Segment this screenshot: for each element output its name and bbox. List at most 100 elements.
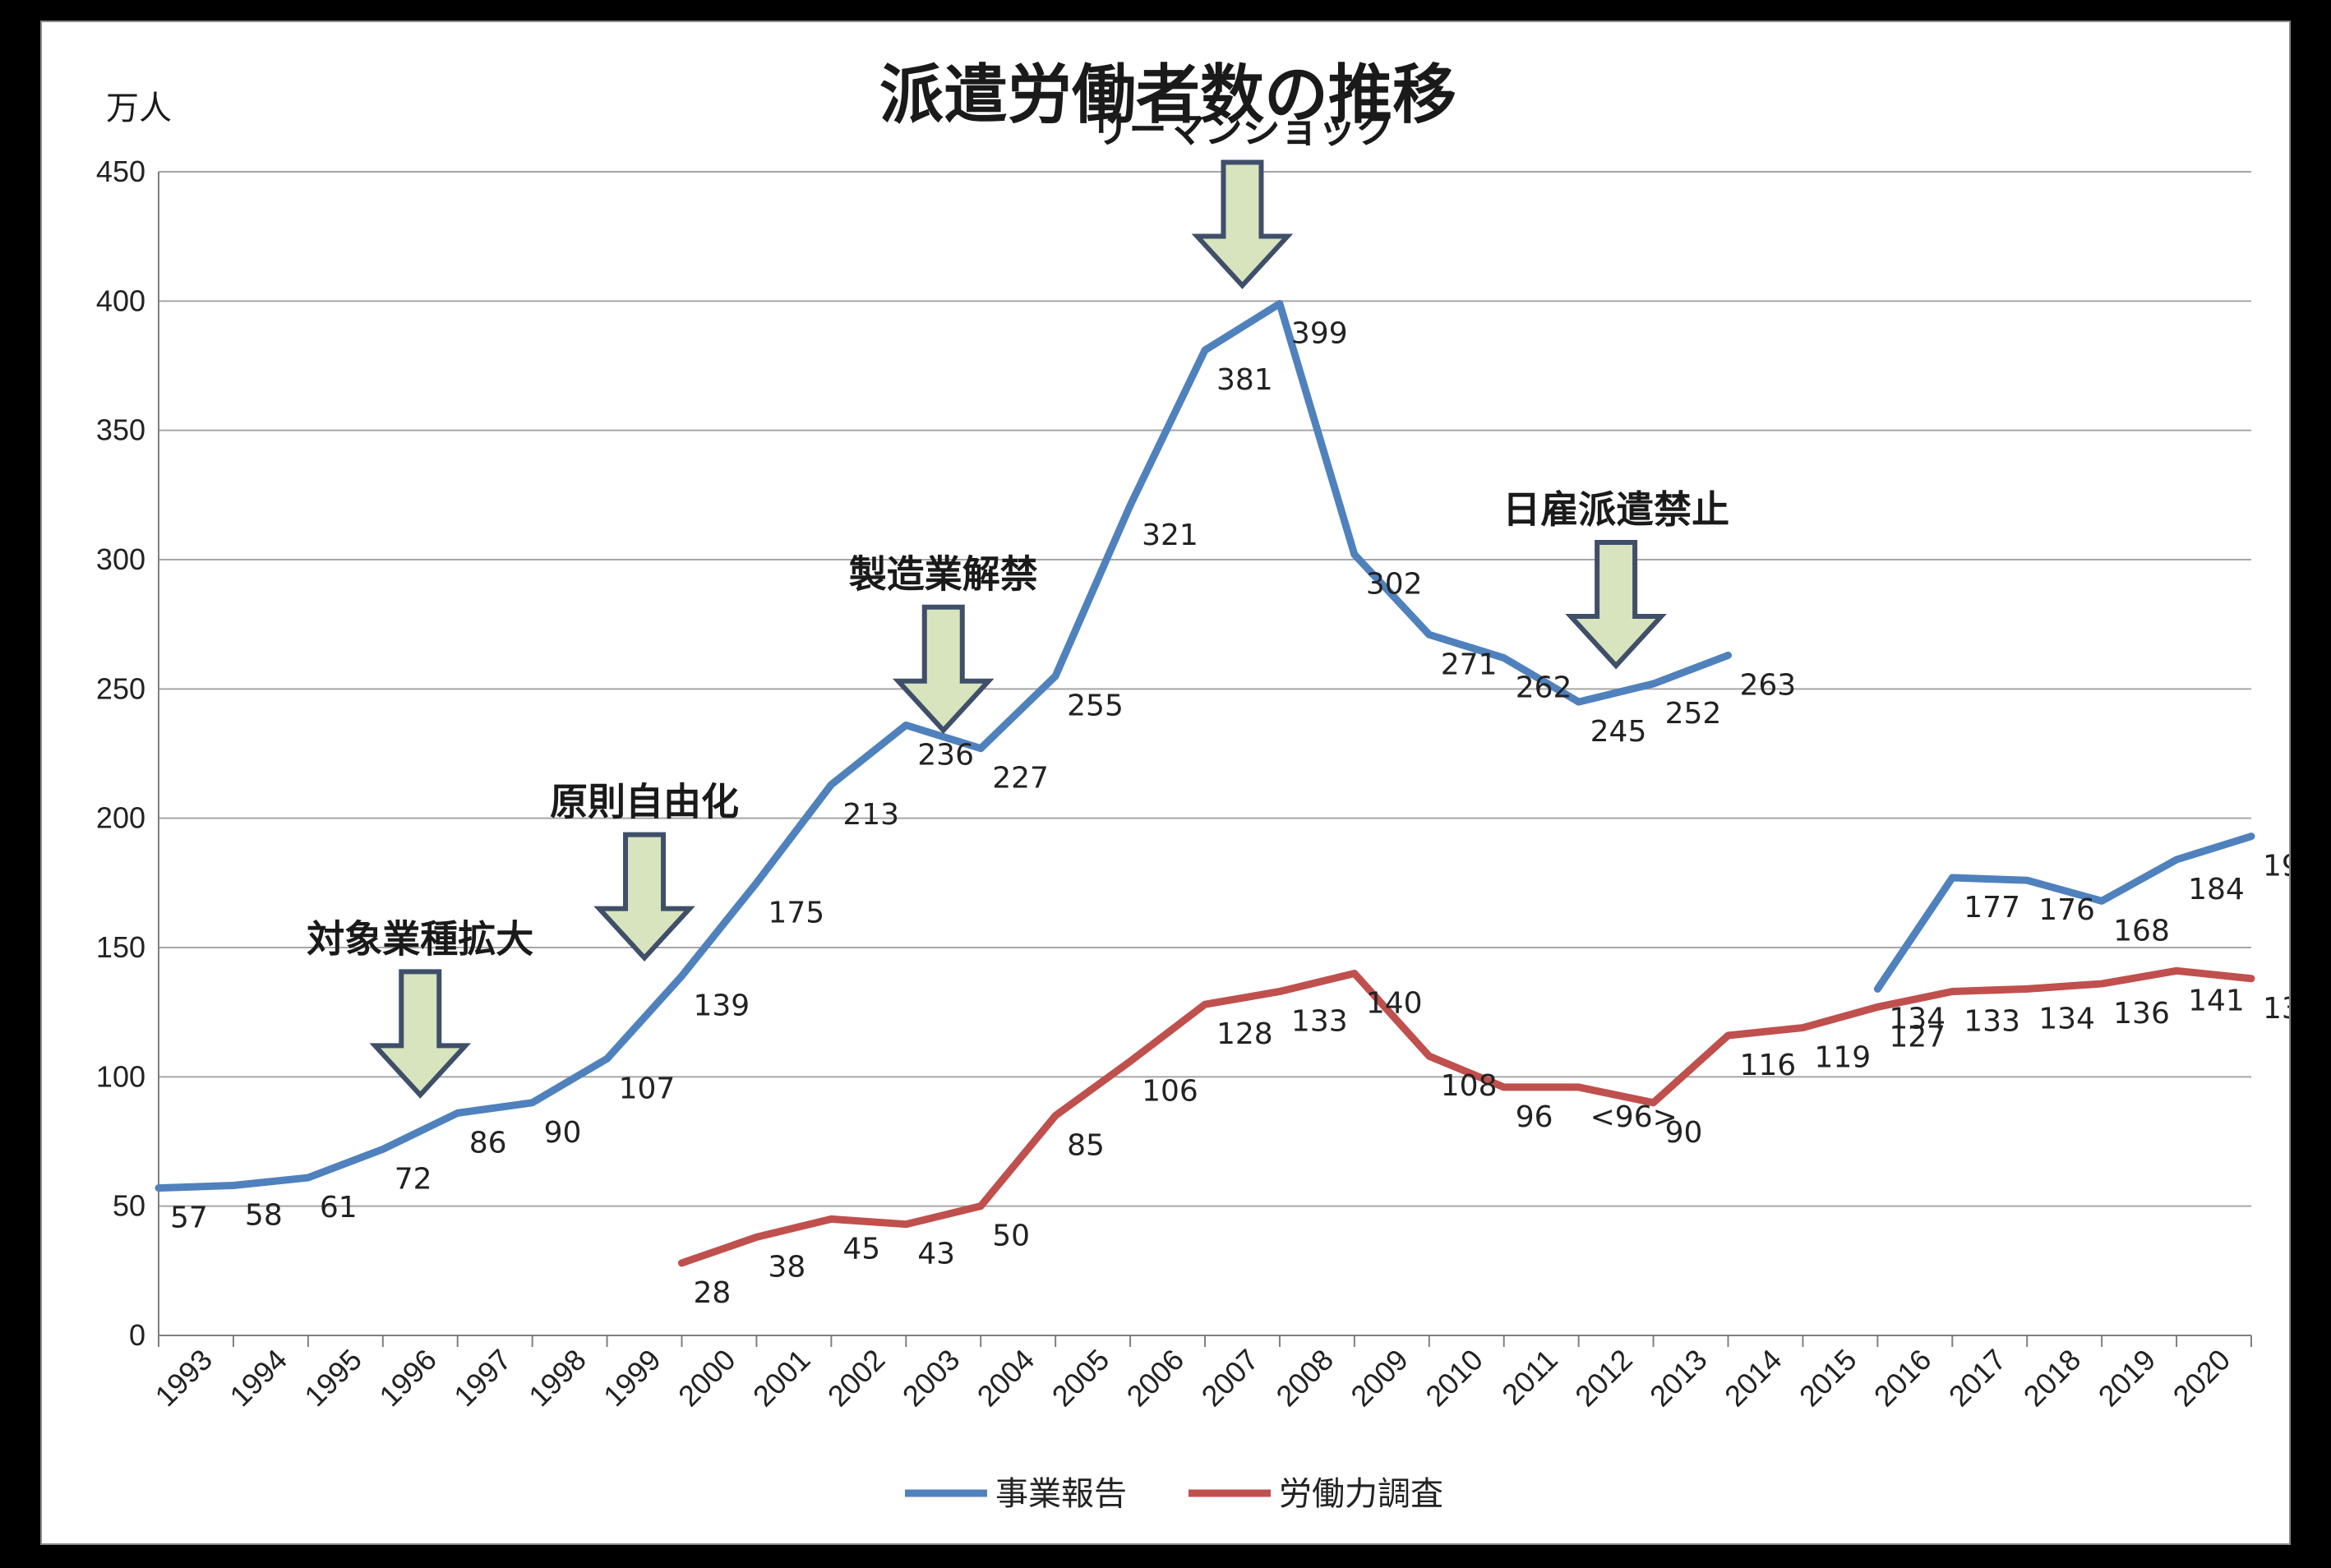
series-line: [1873, 832, 2255, 993]
x-tick-label: 2012: [1568, 1343, 1639, 1414]
annotation-label: 製造業解禁: [849, 552, 1038, 597]
x-tick-label: 2008: [1269, 1343, 1340, 1414]
y-axis-unit: 万人: [106, 90, 172, 127]
data-label: 213: [842, 798, 899, 832]
data-label: 107: [619, 1072, 676, 1105]
data-label: 134: [1889, 1002, 1946, 1035]
x-tick-label: 2009: [1344, 1343, 1415, 1414]
data-label: 85: [1067, 1129, 1105, 1163]
x-tick-label: 1999: [597, 1343, 667, 1414]
x-tick-label: 1998: [522, 1343, 593, 1414]
down-arrow-icon: [892, 604, 995, 735]
data-label: 119: [1814, 1041, 1871, 1075]
data-label: 263: [1740, 668, 1797, 702]
annotation-label: 日雇派遣禁止: [1502, 487, 1729, 532]
x-tick-label: 1993: [148, 1343, 219, 1414]
data-label: 175: [768, 896, 824, 929]
x-tick-label: 2017: [1942, 1343, 2013, 1414]
series-line: [155, 299, 1732, 1192]
data-label: 90: [544, 1116, 582, 1150]
y-tick-label: 50: [113, 1189, 145, 1223]
x-tick-label: 2010: [1419, 1343, 1489, 1414]
series-line: [678, 966, 2255, 1267]
legend: 事業報告 労働力調査: [905, 1475, 1443, 1513]
data-label: 262: [1516, 671, 1572, 705]
x-tick-label: 2002: [821, 1343, 892, 1414]
y-tick-label: 300: [96, 542, 145, 576]
data-label: 127: [1889, 1020, 1946, 1054]
x-tick-label: 2000: [672, 1343, 742, 1414]
x-tick-label: 2020: [2167, 1343, 2237, 1414]
data-label: 96: [1516, 1100, 1553, 1134]
y-tick-label: 450: [96, 154, 145, 188]
down-arrow-icon: [593, 832, 695, 962]
data-label: 255: [1067, 689, 1124, 723]
data-label: 86: [469, 1126, 507, 1160]
x-tick-label: 2015: [1793, 1343, 1863, 1414]
x-tick-label: 2011: [1495, 1343, 1564, 1412]
data-label: 302: [1366, 568, 1423, 602]
data-label: 140: [1366, 986, 1423, 1020]
chart-frame: 派遣労働者数の推移 万人 0 50 100 150 200 250 300 350 400 450…: [40, 21, 2291, 1545]
data-label: 184: [2188, 873, 2245, 906]
annotation-label: 原則自由化: [550, 780, 739, 824]
data-label: 134: [2038, 1002, 2095, 1035]
series-lines: [155, 299, 2255, 1267]
x-tick-label: 2005: [1045, 1343, 1116, 1414]
data-label: 106: [1142, 1074, 1198, 1108]
down-arrow-icon: [369, 969, 472, 1099]
data-label: 61: [320, 1191, 358, 1224]
y-tick-label: 400: [96, 284, 145, 317]
data-label: 28: [694, 1276, 732, 1310]
x-tick-label: 1994: [223, 1343, 293, 1414]
data-label: <96>: [1590, 1100, 1678, 1134]
down-arrow-icon: [1191, 159, 1294, 289]
y-tick-label: 100: [96, 1059, 145, 1093]
data-label: 177: [1964, 891, 2020, 925]
x-tick-label: 1997: [447, 1343, 518, 1414]
data-label: 271: [1441, 648, 1498, 681]
data-label: 139: [694, 989, 750, 1023]
legend-label: 労働力調査: [1279, 1475, 1443, 1513]
gridlines: [159, 171, 2251, 1336]
data-label: 45: [842, 1232, 880, 1266]
data-label: 193: [2263, 850, 2289, 883]
x-tick-label: 2003: [896, 1343, 967, 1414]
data-label: 133: [1291, 1004, 1348, 1038]
data-label: 108: [1441, 1069, 1498, 1103]
data-label: 38: [768, 1250, 805, 1284]
data-label: 58: [245, 1198, 283, 1232]
x-tick-label: 2006: [1120, 1343, 1191, 1414]
y-axis-ticks: 0 50 100 150 200 250 300 350 400 450: [96, 154, 145, 1352]
legend-label: 事業報告: [995, 1475, 1127, 1513]
x-tick-label: 2019: [2092, 1343, 2163, 1414]
data-label: 227: [992, 762, 1049, 796]
x-tick-label: 2001: [746, 1343, 817, 1414]
data-label: 245: [1590, 715, 1647, 749]
data-label: 90: [1665, 1116, 1703, 1150]
data-label: 381: [1216, 363, 1273, 397]
data-label: 136: [2113, 997, 2170, 1031]
data-label: 43: [917, 1238, 955, 1271]
annotation-label: リーマンショック: [1091, 107, 1393, 151]
y-tick-label: 200: [96, 801, 145, 835]
x-tick-label: 2016: [1867, 1343, 1938, 1414]
data-label: 128: [1216, 1017, 1273, 1051]
data-label: 176: [2038, 893, 2095, 927]
data-label: 116: [1740, 1049, 1797, 1082]
x-tick-label: 1995: [298, 1343, 368, 1414]
data-label: 321: [1142, 519, 1198, 552]
data-label: 133: [1964, 1004, 2020, 1038]
data-label: 399: [1291, 316, 1348, 350]
down-arrow-icon: [1565, 540, 1667, 670]
x-tick-label: 1996: [372, 1343, 443, 1414]
data-label: 141: [2188, 984, 2245, 1017]
data-label: 50: [992, 1220, 1030, 1253]
chart-title: 派遣労働者数の推移: [879, 58, 1456, 132]
data-label: 72: [395, 1162, 432, 1196]
annotation-label: 対象業種拡大: [307, 916, 533, 961]
x-tick-label: 2014: [1718, 1343, 1789, 1414]
x-tick-label: 2007: [1194, 1343, 1265, 1414]
